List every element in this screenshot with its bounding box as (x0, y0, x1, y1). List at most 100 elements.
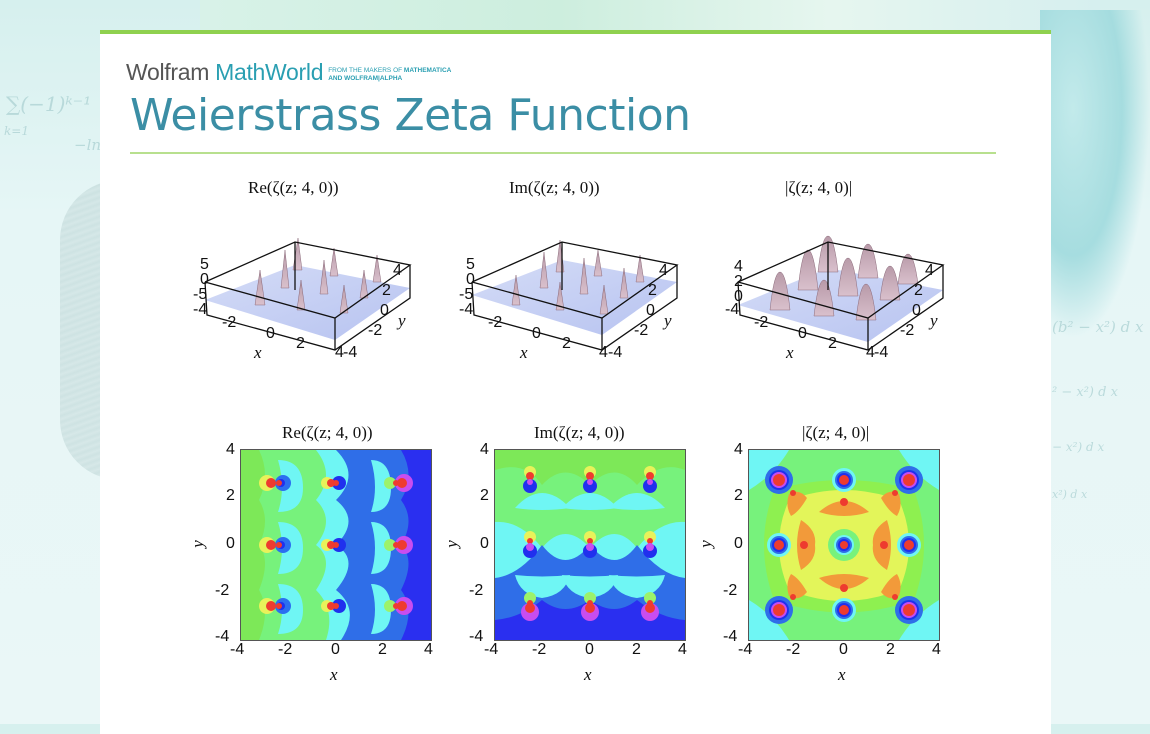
contour-im-title: Im(ζ(z; 4, 0)) (534, 423, 625, 442)
z-tick: 0 (734, 288, 743, 305)
y-tick: 2 (226, 487, 235, 504)
y-tick: -2 (215, 582, 230, 599)
x-tick: 4 (866, 344, 875, 361)
y-tick: 0 (480, 535, 489, 552)
x-tick: 2 (886, 641, 895, 658)
z-tick: 0 (466, 271, 475, 288)
x-tick: 0 (532, 325, 541, 342)
x-tick: 0 (331, 641, 340, 658)
y-tick: 4 (393, 262, 402, 279)
x-tick: -4 (725, 301, 740, 318)
z-tick: 5 (200, 256, 209, 273)
tagline-line2: AND WOLFRAM|ALPHA (328, 74, 403, 82)
contour-re-title: Re(ζ(z; 4, 0)) (282, 423, 373, 442)
plot3d-re (204, 237, 412, 351)
y-tick: 0 (226, 535, 235, 552)
y-tick: 4 (226, 441, 235, 458)
tagline-line1: FROM THE MAKERS OF (328, 67, 403, 74)
y-tick: -4 (874, 344, 889, 361)
z-tick: 0 (200, 271, 209, 288)
z-tick: 5 (466, 256, 475, 273)
contour-abs-title: |ζ(z; 4, 0)| (802, 423, 870, 442)
x-axis-label: x (786, 343, 794, 362)
y-tick: -4 (723, 628, 738, 645)
x-tick: -2 (754, 314, 769, 331)
logo-wolfram-text: Wolfram (126, 59, 210, 85)
y-tick: 4 (925, 262, 934, 279)
z-tick: -5 (459, 286, 474, 303)
x-tick: 0 (839, 641, 848, 658)
x-tick: 0 (585, 641, 594, 658)
y-tick: 0 (734, 535, 743, 552)
x-tick: -4 (484, 641, 499, 658)
y-tick: 2 (480, 487, 489, 504)
y-axis-label: y (398, 311, 406, 330)
y-tick: 4 (659, 262, 668, 279)
x-tick: 4 (424, 641, 433, 658)
x-tick: 4 (932, 641, 941, 658)
x-tick: 2 (632, 641, 641, 658)
y-axis-label: y (441, 540, 461, 548)
background-formula: x²) d x (1052, 488, 1088, 501)
x-axis-label: x (254, 343, 262, 362)
y-tick: -4 (608, 344, 623, 361)
x-tick: -4 (193, 301, 208, 318)
background-formula: ² − x²) d x (1052, 385, 1118, 400)
x-tick: 0 (798, 325, 807, 342)
plot3d-re-title: Re(ζ(z; 4, 0)) (248, 178, 339, 197)
x-tick: 0 (266, 325, 275, 342)
y-tick: 0 (912, 302, 921, 319)
background-swirl-right (1040, 10, 1150, 340)
x-axis-label: x (838, 665, 846, 684)
y-tick: -4 (343, 344, 358, 361)
logo-mathworld-text: MathWorld (215, 59, 324, 85)
x-axis-label: x (584, 665, 592, 684)
x-tick: 2 (828, 335, 837, 352)
mathworld-logo[interactable]: Wolfram MathWorld FROM THE MAKERS OF MAT… (126, 59, 451, 86)
y-axis-label: y (664, 311, 672, 330)
x-tick: -2 (532, 641, 547, 658)
contour-im-plot (494, 449, 686, 641)
background-formula: k=1 (4, 124, 29, 138)
y-tick: 0 (646, 302, 655, 319)
plot3d-im-title: Im(ζ(z; 4, 0)) (509, 178, 600, 197)
logo-tagline: FROM THE MAKERS OF MATHEMATICA AND WOLFR… (328, 67, 451, 82)
x-tick: -2 (222, 314, 237, 331)
plot3d-abs-title: |ζ(z; 4, 0)| (785, 178, 853, 197)
plot3d-abs (737, 235, 945, 351)
x-tick: 2 (378, 641, 387, 658)
y-tick: -2 (368, 322, 383, 339)
plot3d-im (471, 239, 679, 351)
y-tick: -2 (469, 582, 484, 599)
page-title: Weierstrass Zeta Function (130, 90, 691, 141)
y-tick: 0 (380, 302, 389, 319)
x-tick: 2 (296, 335, 305, 352)
y-tick: 2 (648, 282, 657, 299)
x-tick: 4 (335, 344, 344, 361)
x-tick: 4 (678, 641, 687, 658)
x-tick: -2 (278, 641, 293, 658)
x-tick: -4 (459, 301, 474, 318)
y-tick: 2 (914, 282, 923, 299)
y-tick: -4 (469, 628, 484, 645)
contour-re-plot (240, 449, 432, 641)
y-tick: 2 (734, 487, 743, 504)
background-formula: (b² − x²) d x (1052, 318, 1144, 336)
y-tick: 4 (480, 441, 489, 458)
y-tick: -4 (215, 628, 230, 645)
y-tick: -2 (634, 322, 649, 339)
title-divider (130, 152, 996, 154)
tagline-mathematica: MATHEMATICA (403, 67, 452, 74)
background-formula: − x²) d x (1052, 440, 1105, 454)
y-tick: -2 (723, 582, 738, 599)
y-axis-label: y (930, 311, 938, 330)
y-axis-label: y (695, 540, 715, 548)
x-tick: 2 (562, 335, 571, 352)
y-tick: 2 (382, 282, 391, 299)
z-tick: 4 (734, 258, 743, 275)
x-tick: 4 (599, 344, 608, 361)
x-tick: -4 (738, 641, 753, 658)
z-tick: 2 (734, 273, 743, 290)
background-top-band (200, 0, 1100, 34)
y-axis-label: y (187, 540, 207, 548)
